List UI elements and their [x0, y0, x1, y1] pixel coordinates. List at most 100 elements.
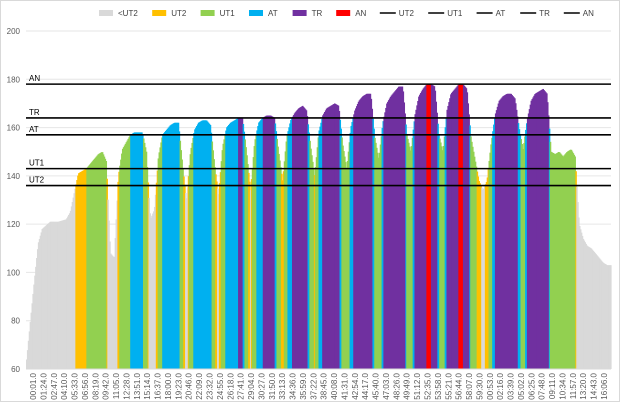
hr-bar: [342, 145, 344, 369]
hr-bar: [95, 156, 97, 369]
hr-bar: [107, 199, 109, 369]
hr-bar: [120, 159, 122, 369]
hr-bar: [567, 151, 569, 369]
hr-bar: [545, 92, 547, 369]
hr-bar: [465, 88, 468, 369]
hr-bar: [387, 100, 390, 370]
hr-bar: [406, 135, 408, 369]
hr-bar: [448, 102, 450, 370]
hr-bar: [213, 159, 215, 369]
hr-bar: [125, 142, 128, 369]
hr-bar: [31, 303, 33, 369]
hr-bar: [46, 224, 48, 369]
legend-label: UT2: [399, 9, 415, 18]
legend-label: UT1: [220, 9, 236, 18]
hr-bar: [126, 140, 129, 369]
hr-bar: [494, 113, 497, 370]
hr-bar: [196, 124, 199, 369]
y-tick-80: 80: [11, 317, 20, 326]
hr-bar: [389, 96, 392, 369]
hr-bar: [240, 117, 243, 370]
legend-swatch: [336, 10, 351, 16]
x-tick-label: 38:45.0: [320, 372, 329, 399]
hr-bar: [509, 93, 512, 370]
hr-bar: [75, 184, 77, 369]
hr-bar: [484, 184, 487, 369]
y-tick-100: 100: [7, 268, 21, 277]
hr-bar: [394, 91, 396, 369]
x-tick-label: 23:32.0: [205, 372, 214, 399]
hr-bar: [115, 219, 118, 369]
hr-bar: [536, 92, 538, 369]
hr-bar: [35, 266, 37, 369]
hr-bar: [407, 138, 409, 369]
hr-bar: [462, 84, 464, 369]
hr-bar: [36, 249, 39, 369]
hr-bar: [343, 151, 345, 369]
hr-bar: [45, 225, 47, 369]
hr-bar: [557, 151, 560, 369]
hr-bar: [158, 152, 161, 369]
hr-bar: [58, 221, 61, 369]
hr-bar: [73, 193, 76, 369]
hr-bar: [280, 167, 282, 369]
hr-bar: [438, 134, 440, 369]
hr-bar: [253, 146, 256, 369]
hr-bar: [226, 127, 228, 369]
hr-bar: [281, 180, 284, 369]
hr-bar: [599, 258, 601, 369]
x-tick-label: 40:08.0: [330, 372, 339, 399]
hr-bar: [36, 258, 38, 369]
hr-bar: [66, 218, 68, 369]
hr-bar: [478, 181, 480, 369]
hr-bar: [569, 149, 572, 369]
hr-bar: [69, 210, 72, 369]
hr-bar: [205, 120, 207, 369]
x-tick-label: 05:33.0: [71, 372, 80, 399]
hr-bar: [500, 98, 502, 370]
hr-bar: [413, 121, 416, 369]
hr-bar: [501, 97, 503, 369]
y-tick-140: 140: [7, 172, 21, 181]
hr-bar: [510, 93, 512, 369]
hr-bar: [167, 127, 170, 370]
hr-bar: [518, 129, 521, 369]
legend-label: <UT2: [118, 9, 138, 18]
hr-bar: [121, 153, 123, 369]
hr-bar: [259, 121, 261, 370]
hr-bar: [311, 155, 313, 369]
hr-bar: [346, 160, 349, 369]
hr-bar: [51, 221, 54, 369]
hr-bar: [547, 115, 550, 370]
hr-bar: [93, 158, 96, 369]
hr-bar: [112, 256, 115, 369]
hr-bar: [402, 91, 405, 369]
hr-bar: [487, 169, 490, 369]
hr-bar: [373, 128, 375, 369]
hr-bar: [538, 91, 541, 369]
hr-bar: [366, 93, 368, 370]
hr-bar: [328, 106, 331, 369]
hr-bar: [192, 137, 194, 369]
hr-bar: [422, 88, 425, 369]
hr-bar: [156, 170, 159, 369]
hr-bar: [127, 138, 129, 369]
hr-bar: [133, 132, 136, 369]
hr-bar: [591, 249, 594, 369]
hr-bar: [608, 265, 610, 369]
hr-bar: [607, 265, 609, 369]
hr-bar: [436, 112, 438, 369]
hr-bar: [48, 222, 51, 369]
hr-bar: [403, 102, 406, 370]
hr-bar: [218, 183, 221, 369]
hr-bar: [63, 219, 65, 369]
x-tick-label: 02:16.0: [496, 372, 505, 399]
hr-bar: [103, 156, 106, 369]
hr-bar: [200, 121, 203, 369]
hr-bar: [470, 136, 472, 369]
hr-bar: [53, 221, 55, 369]
hr-bar: [602, 262, 605, 369]
hr-bar: [209, 124, 212, 369]
hr-bar: [408, 146, 411, 369]
hr-bar: [610, 265, 612, 369]
